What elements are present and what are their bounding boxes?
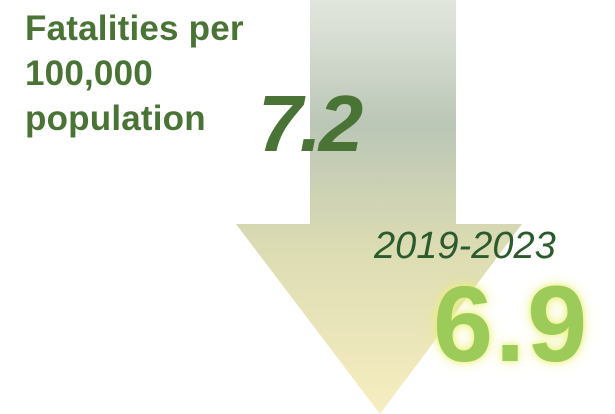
start-value: 7.2 <box>258 79 363 168</box>
heading-line: 100,000 <box>25 54 153 93</box>
end-value: 6.9 <box>433 263 590 384</box>
fatality-rate-heading: Fatalities per 100,000 population <box>25 6 244 141</box>
period-label: 2019-2023 <box>374 225 556 267</box>
heading-line: Fatalities per <box>25 9 244 48</box>
arrow-shape <box>236 0 522 414</box>
heading-line: population <box>25 99 206 138</box>
